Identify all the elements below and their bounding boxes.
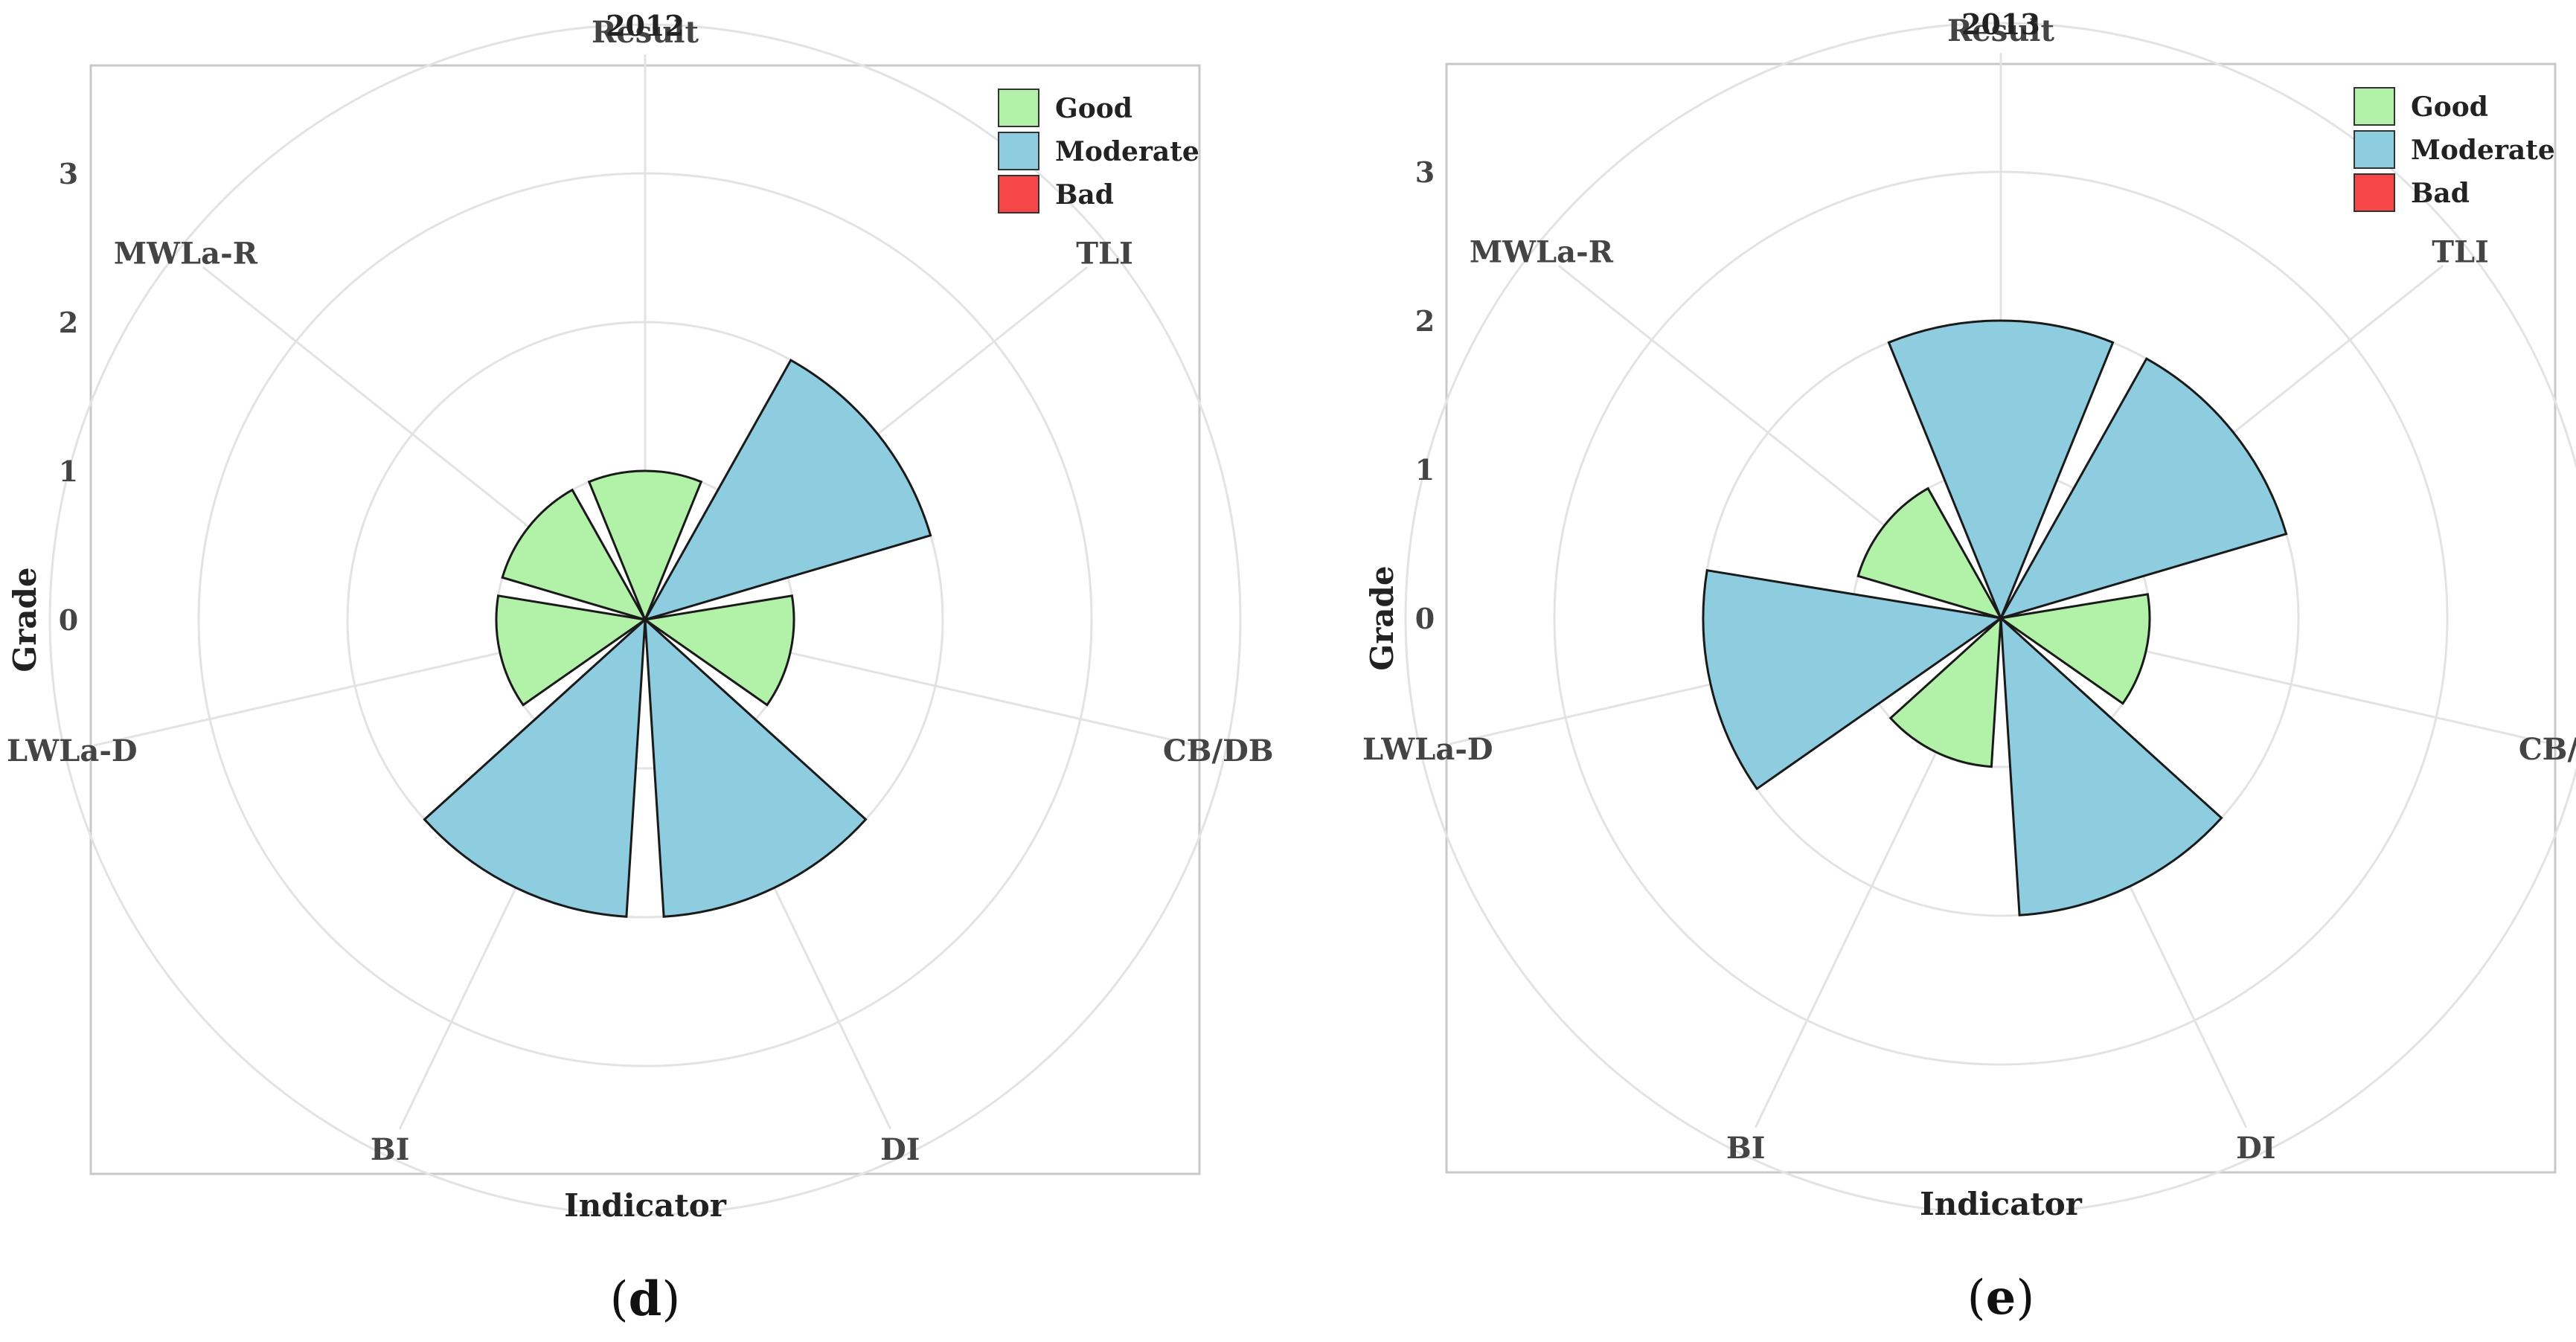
category-label: BI xyxy=(371,1132,410,1167)
grade-tick-label: 2 xyxy=(1415,304,1435,338)
y-axis-title: Grade xyxy=(1364,565,1400,670)
bar-di xyxy=(644,617,868,918)
legend-swatch-good xyxy=(998,89,1039,127)
grade-tick-label: 1 xyxy=(1415,453,1435,487)
category-label: MWLa-R xyxy=(1470,234,1614,269)
x-axis-title: Indicator xyxy=(564,1187,727,1224)
legend-swatch-moderate xyxy=(998,132,1039,170)
category-label: CB/DB xyxy=(2519,732,2576,767)
grade-tick-label: 0 xyxy=(59,603,78,637)
bar-cb-db xyxy=(1998,593,2151,705)
legend-label-moderate: Moderate xyxy=(2411,135,2555,166)
legend-label-good: Good xyxy=(1055,93,1132,124)
category-label: BI xyxy=(1726,1131,1766,1166)
bar-tli xyxy=(642,359,932,622)
x-axis-title: Indicator xyxy=(1920,1186,2083,1222)
bar-lwla-d xyxy=(495,594,648,707)
category-label: DI xyxy=(880,1132,920,1167)
legend: Good Moderate Bad xyxy=(2354,87,2555,212)
legend-swatch-bad xyxy=(998,175,1039,214)
category-label: TLI xyxy=(2432,234,2489,269)
bar-bi xyxy=(423,617,647,918)
category-label: DI xyxy=(2236,1131,2275,1166)
category-label: Result xyxy=(1947,13,2054,48)
grade-tick-label: 1 xyxy=(59,455,78,488)
legend-swatch-bad xyxy=(2354,173,2395,212)
category-label: TLI xyxy=(1076,236,1133,271)
panel-caption: (d) xyxy=(610,1271,681,1327)
category-label: Result xyxy=(592,15,699,50)
legend-label-moderate: Moderate xyxy=(1055,136,1199,167)
bar-result xyxy=(1887,319,2115,621)
legend: Good Moderate Bad xyxy=(998,89,1199,214)
bar-mwla-r xyxy=(1856,487,2004,620)
grid-ring xyxy=(1404,22,2576,1215)
bar-mwla-r xyxy=(501,488,648,622)
chart-panel-2012: Result TLI CB/DB DI BI LWLa-D MWLa-R 0 1 2 3 2012 Gr… xyxy=(7,9,1274,1327)
bar-result xyxy=(587,469,703,623)
legend-label-bad: Bad xyxy=(2411,178,2470,209)
legend-label-bad: Bad xyxy=(1055,179,1114,211)
category-label: LWLa-D xyxy=(1362,732,1493,767)
grid-ring xyxy=(48,23,1242,1216)
bar-di xyxy=(1999,615,2223,916)
bar-lwla-d xyxy=(1702,568,2004,791)
legend-swatch-moderate xyxy=(2354,130,2395,169)
bar-bi xyxy=(1888,615,2002,768)
chart-title: 2012 xyxy=(606,9,685,42)
panel-caption-letter: e xyxy=(1986,1270,2016,1326)
category-label: CB/DB xyxy=(1163,733,1274,768)
grade-tick-label: 3 xyxy=(1415,155,1435,189)
category-label: MWLa-R xyxy=(114,236,258,271)
legend-label-good: Good xyxy=(2411,92,2488,123)
grade-tick-label: 2 xyxy=(59,306,78,339)
panel-caption-letter: d xyxy=(629,1271,662,1327)
legend-swatch-good xyxy=(2354,87,2395,126)
chart-title: 2013 xyxy=(1961,7,2040,41)
category-label: LWLa-D xyxy=(7,733,138,768)
chart-panel-2013: Result TLI CB/DB DI BI LWLa-D MWLa-R 0 1 2 3 2013 Gr… xyxy=(1362,7,2576,1326)
panel-caption: (e) xyxy=(1967,1270,2035,1326)
bar-tli xyxy=(1998,357,2288,620)
grade-tick-label: 3 xyxy=(59,157,78,190)
grade-tick-label: 0 xyxy=(1415,602,1435,635)
bar-cb-db xyxy=(642,594,795,707)
y-axis-title: Grade xyxy=(7,567,43,672)
